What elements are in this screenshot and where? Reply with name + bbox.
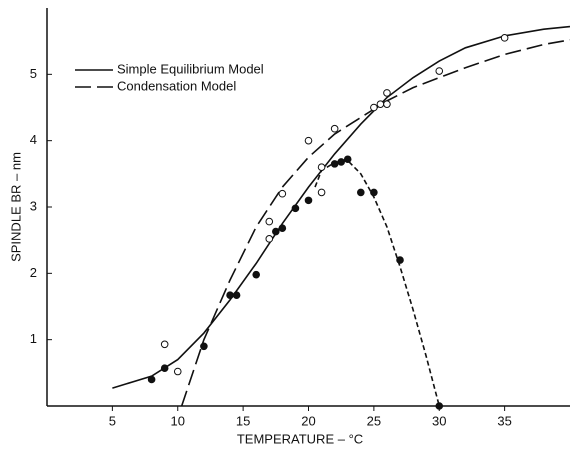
data-point (160, 364, 169, 372)
data-point (370, 103, 378, 112)
x-tick-label: 20 (301, 413, 315, 428)
y-tick-label: 3 (30, 198, 37, 213)
data-point (500, 34, 509, 42)
legend-label: Condensation Model (117, 78, 236, 93)
y-tick-label: 5 (30, 66, 37, 81)
x-tick-label: 35 (497, 413, 511, 428)
data-point (232, 291, 241, 300)
data-point (173, 367, 182, 376)
x-tick-label: 25 (367, 413, 381, 428)
data-point (330, 124, 339, 133)
data-point (343, 155, 352, 164)
data-point (376, 100, 385, 108)
data-point (265, 235, 274, 243)
data-point (272, 227, 280, 236)
data-point (317, 188, 326, 197)
data-point (291, 204, 300, 213)
x-axis-label: TEMPERATURE – °C (237, 431, 363, 446)
x-tick-label: 5 (109, 413, 116, 428)
data-point (435, 402, 444, 410)
data-point (200, 342, 208, 351)
data-point (278, 224, 287, 233)
data-point (304, 136, 313, 145)
data-point (357, 188, 365, 197)
y-tick-label: 2 (30, 265, 37, 280)
data-point (304, 196, 313, 205)
y-tick-label: 4 (30, 132, 37, 147)
x-tick-label: 15 (236, 413, 250, 428)
data-point (265, 217, 274, 226)
data-point (226, 291, 234, 300)
y-axis-label: SPINDLE BR – nm (8, 152, 23, 262)
data-point (147, 375, 156, 384)
y-tick-label: 1 (30, 331, 37, 346)
model-curve (112, 25, 570, 389)
data-point (252, 270, 261, 279)
legend-label: Simple Equilibrium Model (117, 61, 264, 76)
data-point (278, 189, 287, 198)
x-tick-label: 10 (171, 413, 185, 428)
data-point (160, 340, 169, 349)
data-point (435, 67, 444, 75)
data-point (317, 163, 326, 171)
data-point (383, 89, 391, 97)
data-point (383, 100, 391, 108)
data-point (337, 158, 345, 166)
data-point (370, 188, 378, 197)
model-curve (180, 39, 570, 407)
model-curve (314, 159, 441, 407)
data-point (396, 256, 404, 264)
data-point (330, 160, 339, 168)
x-tick-label: 30 (432, 413, 446, 428)
